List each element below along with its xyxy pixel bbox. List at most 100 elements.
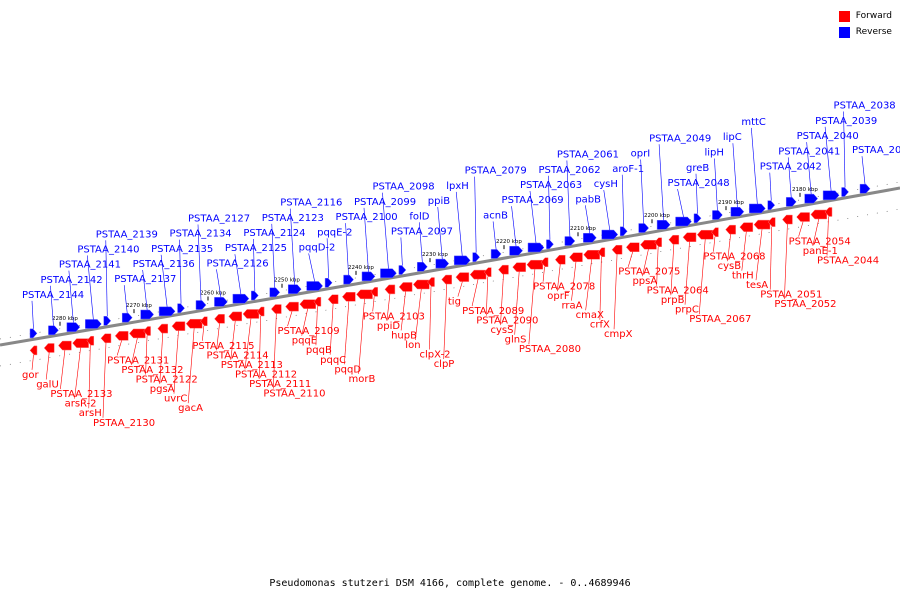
gene-label: PSTAA_2141 (59, 260, 121, 271)
gene-label: lipH (704, 148, 723, 159)
gene-label: aroF-1 (612, 164, 644, 175)
gene-label: lpxH (446, 181, 469, 192)
gene-label: cysS (490, 325, 513, 336)
gene-arrow (767, 217, 776, 227)
gene-label: PSTAA_2142 (40, 275, 102, 286)
gene-arrow (638, 223, 650, 233)
gene-label: PSTAA_2130 (93, 418, 155, 429)
gene-label: PSTAA_2115 (192, 341, 254, 352)
gene-leader-line (769, 226, 773, 290)
scale-tick-label: 2230 kbp (422, 252, 448, 258)
gene-label: PSTAA_2137 (114, 274, 176, 285)
gene-arrow (100, 333, 112, 344)
gene-label: morB (349, 374, 376, 385)
gene-arrow (327, 294, 339, 305)
gene-leader-line (684, 241, 690, 305)
gene-leader-line (326, 238, 329, 279)
gene-leader-line (344, 301, 350, 365)
scale-tick-label: 2180 kbp (792, 187, 818, 193)
genome-caption: Pseudomonas stutzeri DSM 4166, complete … (269, 578, 631, 589)
gene-arrow (58, 340, 72, 351)
gene-label: PSTAA_2049 (649, 133, 711, 144)
gene-leader-line (784, 224, 788, 300)
gene-arrow (483, 267, 492, 277)
gene-label: PSTAA_2075 (618, 267, 680, 278)
gene-label: PSTAA_2127 (188, 214, 250, 225)
gene-arrow (601, 229, 619, 240)
gene-arrow (242, 309, 260, 319)
gene-leader-line (787, 157, 792, 198)
gene-leader-line (627, 251, 634, 267)
gene-label: greB (686, 163, 709, 174)
gene-arrow (583, 233, 597, 243)
gene-label: PSTAA_2103 (363, 311, 425, 322)
gene-leader-line (656, 246, 659, 286)
gene-label: PSTAA_2080 (519, 344, 581, 355)
gene-label: PSTAA_2122 (136, 375, 198, 386)
gene-label: cmpX (604, 329, 633, 340)
gene-leader-line (812, 218, 820, 247)
gene-arrow (232, 293, 250, 304)
gene-arrow (554, 254, 566, 265)
legend-forward: Forward (838, 8, 892, 24)
gene-arrow (398, 265, 407, 275)
gene-arrow (380, 268, 397, 278)
gene-leader-line (31, 300, 34, 329)
gene-leader-line (670, 244, 675, 296)
gene-leader-line (244, 318, 252, 370)
gene-label: tig (448, 297, 461, 308)
gene-leader-line (514, 271, 520, 335)
gene-arrow (841, 187, 849, 197)
legend-reverse: Reverse (838, 24, 892, 40)
gene-leader-line (88, 345, 91, 409)
gene-arrow (668, 234, 680, 245)
gene-arrow (143, 326, 151, 336)
scale-tick-label: 2190 kbp (718, 200, 744, 206)
gene-label: PSTAA_2132 (121, 365, 183, 376)
gene-leader-line (640, 159, 644, 224)
gene-arrow (469, 269, 487, 280)
gene-arrow (472, 252, 481, 262)
gene-leader-line (695, 173, 698, 214)
gene-leader-line (179, 239, 182, 304)
gene-arrow (158, 306, 176, 317)
scale-tick-label: 2210 kbp (570, 226, 596, 232)
scale-tick-label: 2280 kbp (52, 316, 78, 322)
gene-arrow (509, 245, 523, 256)
gene-leader-line (372, 296, 375, 312)
gene-label: arsR-2 (65, 399, 97, 410)
gene-arrow (256, 306, 265, 317)
gene-leader-line (131, 337, 138, 366)
gene-leader-line (301, 308, 309, 336)
gene-leader-line (68, 270, 74, 323)
gene-leader-line (358, 298, 365, 374)
gene-leader-line (698, 239, 706, 315)
gene-label: rraA (561, 301, 582, 312)
gene-label: PSTAA_2111 (249, 379, 311, 390)
scale-tick-label: 2250 kbp (274, 278, 300, 284)
gene-label: oprF (547, 291, 570, 302)
gene-leader-line (45, 352, 50, 380)
gene-label: clpX-2 (420, 350, 451, 361)
gene-arrow (739, 222, 754, 232)
gene-arrow (228, 311, 242, 322)
gene-label: PSTAA_2135 (151, 244, 213, 255)
gene-leader-line (585, 259, 592, 311)
gene-arrow (810, 209, 828, 220)
gene-label: gor (22, 370, 39, 381)
gene-label: PSTAA_2069 (502, 195, 564, 206)
gene-label: PSTAA_2112 (235, 369, 297, 380)
gene-leader-line (755, 229, 763, 281)
gene-arrow (72, 338, 89, 348)
gene-leader-line (824, 126, 832, 191)
gene-label: pqqD (334, 364, 361, 375)
gene-arrow (453, 255, 471, 266)
gene-arrow (171, 321, 186, 331)
gene-label: PSTAA_2097 (391, 226, 453, 237)
gene-arrow (324, 278, 333, 288)
gene-arrow (29, 345, 38, 356)
reverse-swatch (838, 26, 850, 38)
gene-arrow (214, 297, 228, 307)
gene-leader-line (345, 223, 349, 276)
gene-leader-line (116, 340, 122, 356)
